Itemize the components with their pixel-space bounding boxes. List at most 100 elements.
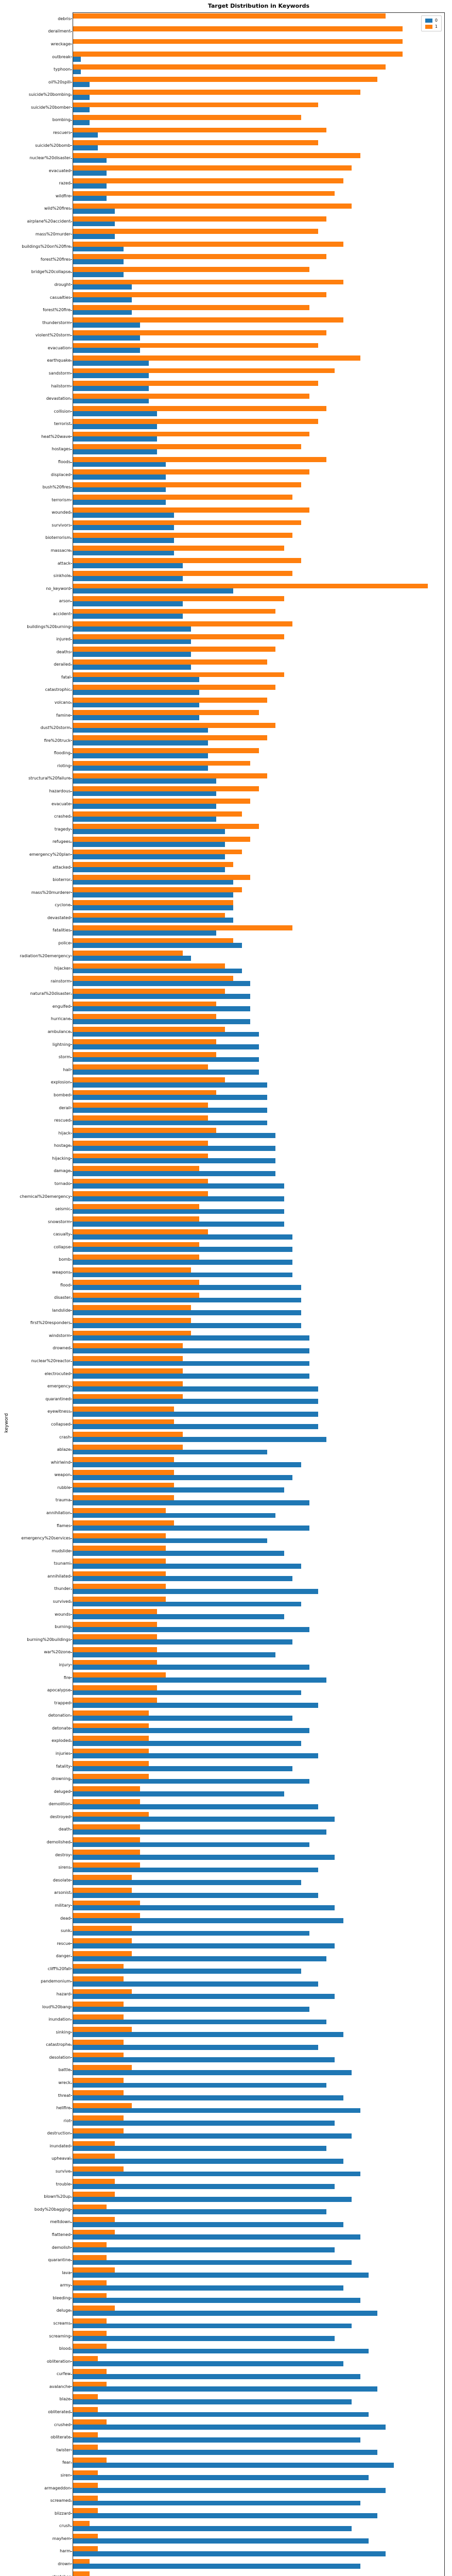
bar-target-1: [73, 989, 225, 994]
bar-target-1: [73, 1925, 132, 1931]
y-tick-label: quarantine: [48, 2258, 71, 2263]
bar-pair: [70, 1038, 445, 1051]
y-tick-label: rescue: [57, 1941, 71, 1946]
bar-pair: [70, 2317, 445, 2330]
bar-target-1: [73, 1495, 175, 1500]
bar-group: quarantined: [0, 1393, 445, 1405]
bar-group: crush: [0, 2519, 445, 2532]
bar-group: war%20zone: [0, 1646, 445, 1659]
bar-group: emergency%20plan: [0, 848, 445, 861]
bar-target-1: [73, 2014, 124, 2020]
bar-target-1: [73, 811, 242, 817]
bar-pair: [70, 1367, 445, 1380]
bar-target-0: [73, 348, 141, 353]
y-tick-label: ambulance: [47, 1029, 71, 1035]
bar-target-0: [73, 652, 192, 657]
bar-target-0: [73, 1969, 301, 1974]
bar-target-1: [73, 1014, 217, 1019]
bar-target-0: [73, 1703, 318, 1708]
bar-target-0: [73, 1601, 301, 1607]
bar-group: flood: [0, 1279, 445, 1292]
bar-pair: [73, 2570, 445, 2576]
bar-pair: [70, 2279, 445, 2292]
bar-pair: [70, 1190, 445, 1203]
bar-target-0: [73, 487, 166, 493]
bar-group: suicide%20bomb: [0, 139, 445, 152]
y-tick-label: bush%20fires: [42, 485, 71, 490]
y-tick-label: terrorism: [51, 497, 71, 502]
bar-target-0: [73, 905, 234, 910]
bar-pair: [70, 2001, 445, 2013]
bar-target-1: [73, 2432, 98, 2437]
bar-pair: [70, 1418, 445, 1431]
bar-pair: [70, 658, 445, 671]
bar-target-1: [73, 495, 293, 500]
bar-pair: [70, 2266, 445, 2279]
y-tick-label: riot: [63, 2118, 71, 2123]
bar-group: bombing: [0, 114, 445, 127]
bar-pair: [70, 1279, 445, 1292]
bar-target-0: [73, 892, 234, 897]
bar-target-1: [73, 710, 259, 716]
bar-target-1: [73, 1672, 166, 1678]
bar-target-0: [73, 816, 217, 822]
y-tick-label: nuclear%20reactor: [31, 1359, 71, 1364]
bar-pair: [70, 2089, 445, 2102]
bar-target-0: [73, 1753, 318, 1759]
bar-target-0: [73, 2184, 335, 2189]
bar-target-1: [73, 2204, 107, 2210]
bar-target-0: [73, 107, 90, 113]
y-tick-label: first%20responders: [30, 1320, 71, 1326]
bar-pair: [70, 747, 445, 760]
bar-target-1: [73, 862, 234, 868]
y-tick-label: screaming: [49, 2333, 71, 2338]
bar-target-1: [73, 77, 377, 82]
bar-group: sunk: [0, 1924, 445, 1937]
bar-target-1: [73, 1773, 149, 1779]
bar-target-0: [73, 2488, 386, 2493]
bar-pair: [70, 823, 445, 836]
bar-target-1: [73, 1571, 166, 1577]
bar-target-0: [73, 639, 192, 645]
bar-target-0: [73, 2513, 377, 2518]
y-tick-label: rioting: [57, 763, 71, 768]
bar-target-1: [73, 1115, 208, 1121]
y-tick-label: police: [58, 940, 71, 945]
y-tick-label: hijack: [58, 1130, 71, 1136]
bar-pair: [70, 2456, 445, 2469]
bar-target-0: [73, 2475, 369, 2481]
bar-target-1: [73, 1989, 132, 1994]
y-tick-label: emergency%20plan: [29, 852, 71, 857]
y-tick-label: displaced: [50, 472, 71, 477]
bar-rows: debris derailment wreckage outbreak typhoon o…: [0, 12, 445, 2576]
bar-target-1: [73, 685, 276, 690]
y-tick-label: flood: [60, 1282, 71, 1287]
bar-target-1: [73, 355, 360, 361]
bar-pair: [70, 1241, 445, 1253]
bar-target-0: [73, 1120, 267, 1126]
bar-target-0: [73, 2462, 394, 2468]
y-tick-label: electrocuted: [44, 1371, 71, 1376]
bar-pair: [70, 1089, 445, 1101]
bar-group: sinking: [0, 2026, 445, 2039]
bar-target-0: [73, 854, 225, 860]
bar-target-0: [73, 1019, 251, 1024]
bar-pair: [70, 1063, 445, 1076]
bar-target-1: [73, 1229, 208, 1234]
bar-group: injuries: [0, 1747, 445, 1760]
y-tick-label: destroyed: [49, 1814, 71, 1819]
bar-target-0: [73, 323, 141, 328]
y-tick-label: demolition: [48, 1802, 71, 1807]
bar-group: tornado: [0, 1177, 445, 1190]
bar-pair: [70, 202, 445, 215]
bar-target-1: [73, 659, 267, 665]
y-tick-label: evacuated: [48, 168, 71, 173]
bar-pair: [70, 1127, 445, 1140]
y-tick-label: debris: [58, 16, 71, 21]
bar-target-0: [73, 1513, 276, 1518]
bar-group: weapon: [0, 1468, 445, 1481]
y-tick-label: attack: [57, 561, 71, 566]
y-tick-label: siren: [60, 2472, 71, 2478]
y-tick-label: screamed: [50, 2498, 71, 2503]
bar-pair: [70, 1988, 445, 2001]
